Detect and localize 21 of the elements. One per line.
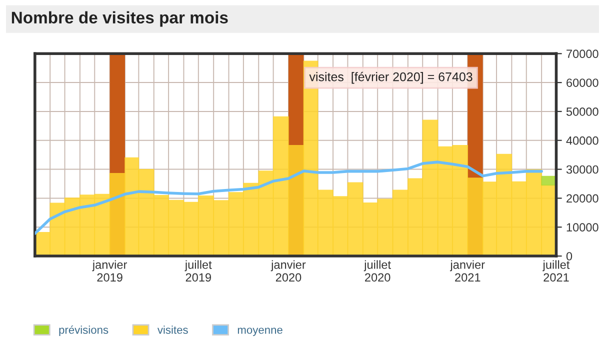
x-tick-label: juillet 2021 (542, 260, 570, 282)
bar (541, 176, 556, 186)
legend-label: visites (157, 326, 188, 334)
y-tick-label: 40000 (566, 136, 598, 145)
y-tick-label: 0 (566, 252, 572, 260)
y-tick-label: 50000 (566, 107, 598, 116)
annotation: visites [février 2020] = 67403 (309, 72, 472, 84)
x-tick-label: janvier 2020 (270, 260, 306, 282)
chart-title: Nombre de visites par mois (12, 11, 228, 27)
y-tick-label: 10000 (566, 223, 598, 232)
legend-label: moyenne (238, 328, 282, 336)
y-tick-label: 30000 (566, 165, 598, 174)
line-series (34, 160, 543, 235)
x-tick-label: juillet 2019 (184, 260, 212, 282)
x-tick-label: janvier 2021 (450, 260, 485, 282)
y-tick-label: 70000 (566, 50, 598, 58)
legend-label: prévisions (59, 326, 108, 336)
x-tick-label: janvier 2019 (92, 260, 128, 282)
y-tick-label: 60000 (566, 78, 598, 87)
y-tick-label: 20000 (566, 194, 598, 203)
x-tick-label: juillet 2020 (364, 260, 391, 282)
